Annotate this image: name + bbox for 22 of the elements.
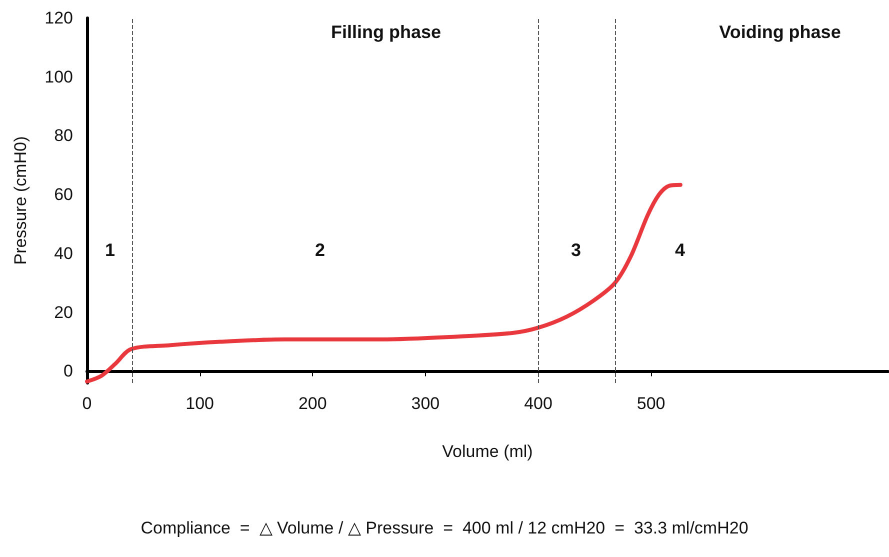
x-tick-label: 0 <box>82 394 92 413</box>
x-tick-label: 200 <box>298 394 327 413</box>
y-tick-label: 100 <box>44 67 73 86</box>
y-tick-label: 20 <box>54 302 73 322</box>
x-tick-label: 400 <box>524 394 552 413</box>
y-tick-label: 120 <box>44 8 73 28</box>
annotation: 1 <box>104 240 116 260</box>
y-axis-title: Pressure (cmH0) <box>11 136 30 265</box>
text: Compliance = △ Volume / △ Pressure = 400 ml / 12 cmH20 = 33.3 ml/cmH20 <box>140 518 748 538</box>
y-tick-label: 60 <box>54 185 73 204</box>
annotation: 4 <box>674 240 686 260</box>
annotation: Voiding phase <box>719 22 841 42</box>
x-tick-label: 500 <box>636 394 666 413</box>
x-tick-label: 300 <box>411 394 440 413</box>
annotation: 2 <box>314 240 326 260</box>
annotation: 3 <box>570 240 582 260</box>
y-tick-label: 0 <box>64 362 73 381</box>
x-tick-label: 100 <box>186 394 214 413</box>
y-tick-label: 40 <box>54 244 73 263</box>
x-axis-title: Volume (ml) <box>442 442 533 461</box>
y-tick-label: 80 <box>54 126 73 146</box>
annotation: Filling phase <box>330 22 442 42</box>
